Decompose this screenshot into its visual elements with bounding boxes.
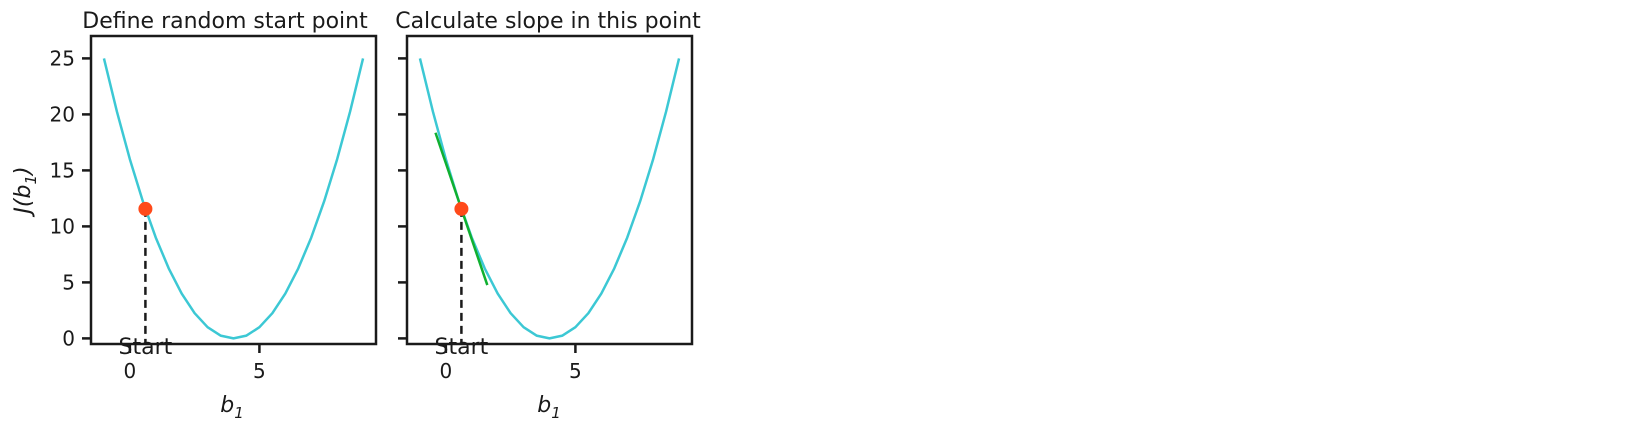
- start-point-marker: [138, 201, 153, 216]
- axes-frame: [405, 34, 694, 346]
- x-axis-label: b1: [537, 393, 561, 422]
- panel-title: Calculate slope in this point: [395, 9, 701, 34]
- y-tick-label: 10: [50, 214, 75, 238]
- ticks: 0 5 0 5 10 15 20 25: [50, 46, 266, 383]
- y-tick-label: 25: [50, 46, 75, 70]
- x-axis-label: b1: [220, 393, 244, 422]
- y-axis-label: J(b1): [11, 166, 40, 217]
- axes-frame: [89, 34, 378, 346]
- x-tick-label: 5: [569, 359, 582, 383]
- plot-area: [418, 58, 681, 344]
- y-tick-label: 20: [50, 102, 75, 126]
- panel-title: Define random start point: [82, 9, 368, 34]
- y-tick-label: 15: [50, 158, 75, 182]
- cost-curve: [102, 58, 365, 340]
- x-tick-label: 5: [253, 359, 266, 383]
- x-tick-label: 0: [123, 359, 136, 383]
- y-tick-label: 0: [62, 326, 75, 350]
- plot-area: [102, 58, 365, 344]
- start-annotation: Start: [119, 335, 173, 360]
- y-tick-label: 5: [62, 270, 75, 294]
- x-tick-label: 0: [439, 359, 452, 383]
- start-annotation: Start: [435, 335, 489, 360]
- panel-start-point: Define random start point J(b1) b1 0 5 0 5 1…: [11, 9, 378, 422]
- start-point-marker: [454, 201, 469, 216]
